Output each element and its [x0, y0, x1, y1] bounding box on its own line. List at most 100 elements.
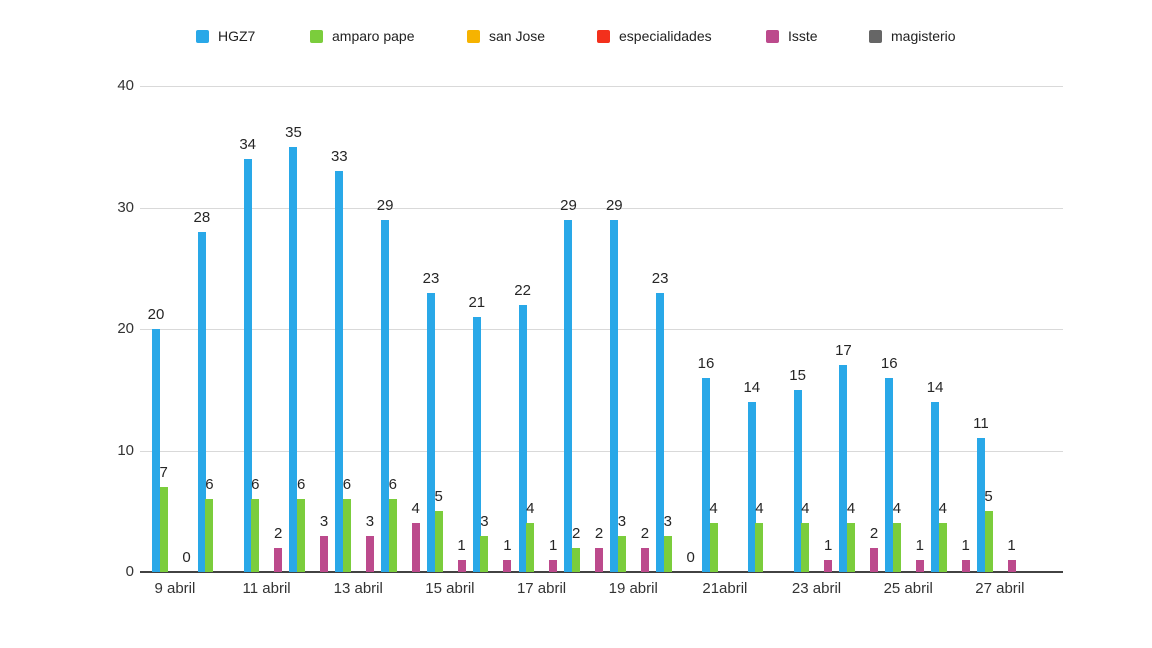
bar-hgz7: [518, 304, 527, 572]
bar-hgz7: [885, 377, 894, 572]
bar-amparo-pape: [480, 535, 489, 572]
legend-swatch-icon: [310, 29, 323, 43]
bar-hgz7: [243, 158, 252, 572]
x-axis-tick-label: 11 abril: [242, 580, 291, 597]
bar-value-label-hgz7: 14: [743, 378, 761, 396]
bar-value-label-amparo-pape: 6: [342, 476, 352, 494]
bar-amparo-pape: [434, 511, 443, 572]
bar-value-label-isste: 1: [1007, 536, 1016, 554]
bar-amparo-pape: [205, 499, 214, 572]
bar-amparo-pape: [159, 486, 168, 572]
bar-isste: [365, 535, 374, 572]
bar-value-label-isste: 1: [915, 536, 924, 554]
bar-value-label-isste: 1: [503, 536, 512, 554]
legend-item-amparo-pape: amparo pape: [310, 28, 415, 44]
bar-amparo-pape: [572, 547, 581, 572]
bar-value-label-hgz7: 29: [560, 196, 577, 214]
bar-hgz7: [335, 171, 344, 572]
bar-value-label-isste: 1: [549, 536, 558, 554]
bar-value-label-hgz7: 14: [926, 378, 944, 396]
x-axis-tick-label: 17 abril: [516, 580, 567, 597]
bar-hgz7: [197, 231, 206, 572]
bar-hgz7: [931, 401, 940, 572]
gridline: [140, 329, 1063, 330]
x-axis-tick-label: 25 abril: [883, 580, 933, 597]
bar-value-label-amparo-pape: 7: [159, 463, 168, 481]
bar-isste: [411, 523, 420, 572]
bar-value-label-amparo-pape: 3: [617, 512, 627, 530]
bar-value-label-isste: 3: [365, 512, 375, 530]
legend-label: magisterio: [891, 28, 956, 44]
gridline: [140, 450, 1063, 452]
bar-value-label-isste: 2: [274, 524, 283, 542]
bar-value-label-isste: 2: [594, 524, 604, 542]
bar-value-label-amparo-pape: 3: [480, 512, 489, 530]
bar-value-label-amparo-pape: 6: [296, 476, 306, 494]
legend-label: Isste: [788, 28, 818, 44]
bar-value-label-amparo-pape: 4: [938, 500, 947, 518]
bar-value-label-hgz7: 28: [193, 208, 211, 226]
bar-value-label-amparo-pape: 4: [755, 500, 764, 518]
y-axis-tick-label: 20: [117, 320, 134, 337]
bar-isste: [595, 547, 604, 572]
bar-value-label-isste: 1: [824, 536, 833, 554]
x-axis-line: [140, 571, 1063, 573]
bar-value-label-amparo-pape: 6: [205, 476, 214, 494]
legend-item-especialidades: especialidades: [597, 28, 712, 44]
bar-hgz7: [839, 365, 848, 572]
bar-value-label-hgz7: 23: [422, 269, 440, 287]
bar-isste: [915, 559, 924, 572]
bar-value-label-isste: 1: [961, 536, 970, 554]
bar-value-label-amparo-pape: 2: [571, 524, 581, 542]
bar-value-label-hgz7: 16: [697, 354, 715, 372]
bar-hgz7: [564, 219, 573, 572]
bar-value-label-hgz7: 21: [468, 293, 486, 311]
x-axis-tick-label: 21abril: [702, 580, 748, 597]
bar-hgz7: [381, 219, 390, 572]
bar-amparo-pape: [388, 499, 397, 572]
legend-item-isste: Isste: [766, 28, 818, 44]
bar-value-label-isste: 0: [182, 549, 191, 566]
legend-label: especialidades: [619, 28, 712, 44]
x-axis-tick-label: 27 abril: [975, 580, 1025, 597]
x-axis-tick-label: 23 abril: [791, 580, 842, 597]
y-axis-tick-label: 40: [117, 77, 134, 94]
bar-isste: [549, 559, 558, 572]
bar-value-label-amparo-pape: 4: [526, 500, 535, 518]
bar-value-label-amparo-pape: 5: [434, 488, 443, 506]
bar-amparo-pape: [297, 499, 306, 572]
x-axis-tick-label: 19 abril: [608, 580, 658, 597]
gridline: [140, 86, 1063, 87]
bar-value-label-hgz7: 16: [880, 354, 898, 372]
bar-isste: [457, 559, 466, 572]
legend-item-san-jose: san Jose: [467, 28, 545, 44]
bar-hgz7: [976, 438, 985, 572]
legend-swatch-icon: [467, 29, 480, 43]
bar-hgz7: [426, 292, 435, 572]
legend-label: san Jose: [489, 28, 546, 44]
y-axis-tick-label: 0: [125, 563, 134, 580]
bar-value-label-amparo-pape: 6: [251, 476, 260, 494]
bar-value-label-amparo-pape: 4: [801, 500, 810, 518]
legend-swatch-icon: [597, 29, 610, 43]
bar-value-label-isste: 1: [457, 536, 466, 554]
bar-isste: [870, 547, 878, 572]
bar-isste: [1007, 559, 1016, 572]
bar-isste: [640, 547, 649, 572]
bar-value-label-amparo-pape: 4: [846, 500, 856, 518]
bar-hgz7: [472, 316, 481, 572]
x-axis-tick-label: 9 abril: [154, 580, 196, 597]
bar-hgz7: [610, 219, 619, 572]
bar-value-label-amparo-pape: 4: [709, 500, 718, 518]
bar-value-label-hgz7: 34: [239, 135, 256, 153]
bar-hgz7: [656, 292, 665, 572]
bar-amparo-pape: [984, 511, 993, 572]
bar-amparo-pape: [342, 499, 351, 572]
legend-swatch-icon: [196, 29, 209, 43]
bar-amparo-pape: [526, 523, 535, 572]
bar-hgz7: [289, 146, 298, 572]
bar-amparo-pape: [847, 523, 856, 572]
bar-value-label-amparo-pape: 5: [984, 488, 993, 506]
legend-label: HGZ7: [218, 28, 256, 44]
bar-value-label-isste: 2: [869, 524, 879, 542]
